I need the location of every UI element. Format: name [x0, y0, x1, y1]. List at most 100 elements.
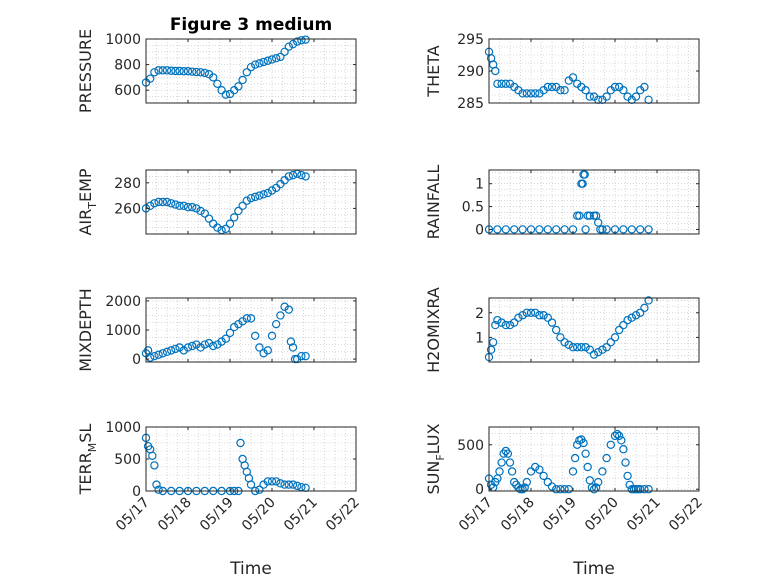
data-point: [293, 481, 302, 491]
data-point: [192, 204, 201, 213]
data-point: [246, 193, 256, 203]
data-point: [512, 480, 521, 489]
y-axis-label: PRESSURE: [76, 29, 95, 113]
x-tick-label: 05/17: [113, 495, 153, 535]
data-point: [154, 350, 163, 359]
data-point: [229, 213, 239, 222]
data-point: [636, 485, 645, 494]
data-point: [246, 480, 256, 489]
data-point: [560, 485, 569, 494]
subplot-3: 260 280 AIRTEMP: [76, 168, 357, 236]
data-point: [497, 318, 506, 327]
data-point: [615, 431, 624, 441]
data-point: [280, 480, 289, 489]
data-point: [263, 56, 272, 65]
y-axis-label: AIRTEMP: [76, 168, 99, 235]
data-point: [293, 354, 302, 364]
data-point: [615, 325, 624, 335]
data-point: [236, 438, 245, 448]
data-point: [158, 197, 167, 207]
data-point: [489, 338, 498, 347]
data-point: [154, 197, 163, 207]
data-point: [543, 82, 553, 92]
data-point: [518, 89, 527, 98]
data-point: [204, 214, 214, 223]
axes-box: [488, 297, 700, 363]
y-tick-label: 1: [475, 177, 484, 193]
data-point: [636, 308, 645, 317]
data-point: [246, 62, 256, 72]
data-point: [276, 52, 285, 62]
x-tick-label: 05/18: [155, 495, 195, 535]
data-point: [267, 331, 277, 341]
data-point: [280, 302, 289, 311]
data-point: [263, 477, 272, 486]
data-point: [284, 42, 293, 51]
data-point: [200, 68, 209, 78]
data-point: [192, 67, 201, 77]
data-point: [564, 340, 574, 349]
data-point: [518, 225, 527, 234]
data-point: [162, 347, 172, 357]
data-point: [250, 331, 260, 341]
data-point: [612, 429, 622, 439]
data-point: [531, 462, 540, 472]
data-point: [581, 225, 590, 234]
y-axis-label: TERRMSL: [76, 424, 99, 496]
data-point: [495, 467, 504, 476]
data-point: [229, 322, 239, 332]
data-point: [171, 200, 180, 209]
data-point: [297, 351, 306, 361]
data-point: [543, 477, 553, 487]
data-point: [175, 343, 184, 352]
data-point: [255, 343, 264, 352]
y-tick-label: 285: [457, 96, 484, 112]
data-point: [621, 458, 630, 467]
data-point: [575, 211, 584, 220]
data-point: [522, 308, 532, 317]
y-tick-label: 0: [132, 352, 141, 368]
data-point: [539, 311, 548, 320]
data-point: [267, 55, 277, 64]
data-point: [543, 225, 553, 234]
data-point: [578, 179, 587, 188]
axes-box: [145, 169, 357, 235]
data-point: [568, 467, 578, 476]
data-point: [208, 73, 218, 82]
data-point: [284, 305, 293, 314]
data-point: [556, 333, 565, 342]
data-point: [225, 328, 235, 338]
subplot-4: 0 0.5 1 RAINFALL: [424, 165, 700, 239]
data-point: [152, 480, 161, 489]
data-point: [293, 37, 302, 46]
data-point: [535, 311, 544, 320]
data-point: [610, 431, 620, 441]
subplot-1: 600 800 1000 PRESSURE: [76, 29, 357, 113]
data-point: [196, 68, 205, 77]
data-point: [623, 315, 632, 325]
data-point: [602, 225, 611, 234]
data-point: [583, 462, 592, 472]
data-point: [486, 480, 496, 489]
data-point: [225, 219, 235, 228]
y-tick-label: 1: [475, 330, 484, 346]
data-point: [526, 89, 536, 98]
data-point: [522, 477, 532, 487]
data-point: [143, 346, 153, 355]
data-point: [499, 449, 508, 458]
data-point: [179, 346, 188, 355]
data-point: [145, 353, 155, 362]
data-point: [150, 199, 159, 208]
data-point: [246, 314, 256, 323]
data-point: [272, 54, 281, 63]
data-point: [255, 59, 264, 68]
x-tick-label: 05/21: [624, 495, 664, 535]
data-point: [644, 225, 653, 234]
data-point: [250, 192, 260, 202]
data-point: [145, 201, 155, 211]
data-point: [242, 196, 251, 205]
data-point: [560, 338, 569, 347]
data-point: [497, 458, 506, 467]
data-point: [568, 73, 578, 82]
